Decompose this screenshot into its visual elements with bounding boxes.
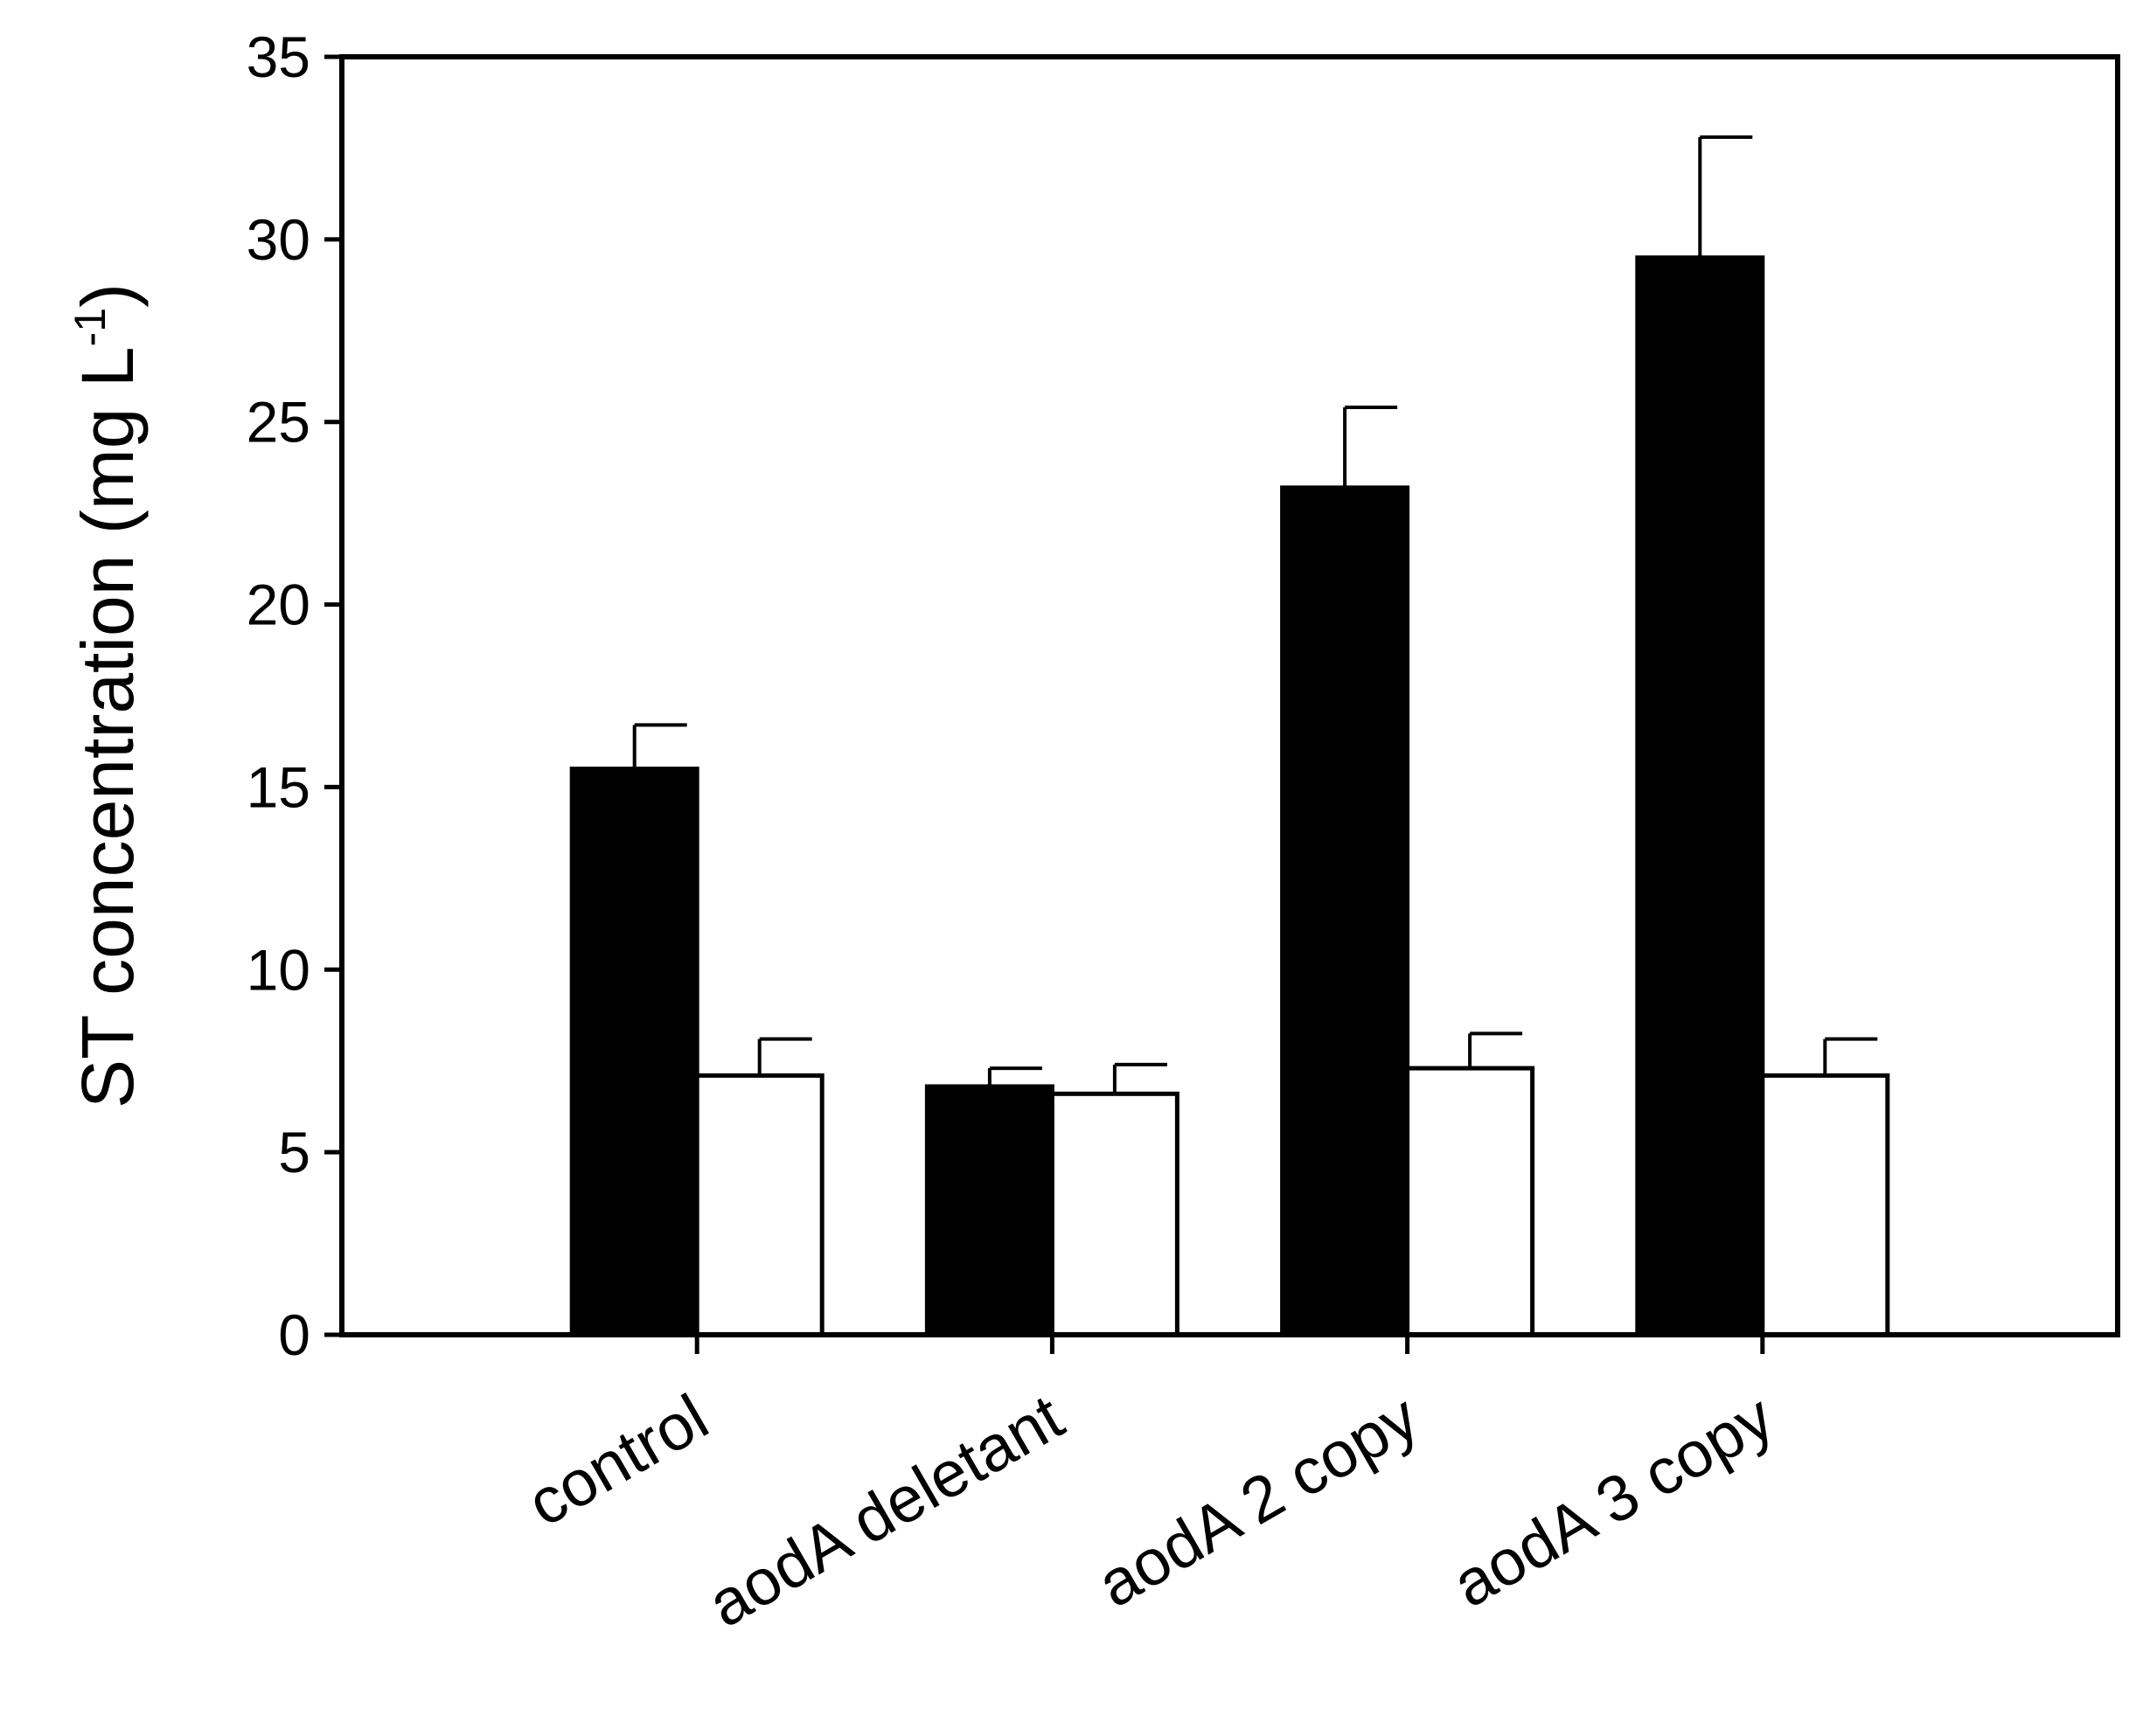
bar-black-4 <box>1635 255 1765 1337</box>
y-axis: 0 5 10 15 20 25 30 35 <box>247 24 342 1367</box>
y-tick-label: 20 <box>247 573 310 637</box>
bar-black-2 <box>924 1084 1054 1337</box>
bar-white-4 <box>1760 1073 1890 1337</box>
x-category-label: control <box>515 1380 720 1540</box>
bar-white-2 <box>1049 1091 1179 1337</box>
y-axis-title-main: ST concentration (mg L <box>66 346 149 1108</box>
bar-white-1 <box>694 1073 825 1337</box>
bar-black-3 <box>1280 485 1410 1337</box>
y-tick-label: 35 <box>247 24 310 89</box>
y-tick-label: 5 <box>278 1120 310 1184</box>
y-axis-title-end: ) <box>66 283 149 308</box>
x-category-label: aodA deletant <box>696 1380 1075 1641</box>
y-tick-label: 15 <box>247 754 310 819</box>
chart-marks <box>569 135 1890 1337</box>
y-axis-title: ST concentration (mg L-1) <box>66 283 149 1108</box>
y-tick-label: 25 <box>247 390 310 455</box>
plot-frame <box>339 54 2120 1337</box>
y-tick-label: 30 <box>247 207 310 272</box>
y-tick-label: 0 <box>278 1302 310 1367</box>
bar-black-1 <box>569 767 699 1337</box>
bar-white-3 <box>1405 1066 1535 1337</box>
x-category-label: aodA 3 copy <box>1441 1380 1785 1621</box>
x-category-label: aodA 2 copy <box>1085 1380 1430 1621</box>
y-axis-title-superscript: -1 <box>66 308 115 346</box>
y-tick-label: 10 <box>247 937 310 1002</box>
